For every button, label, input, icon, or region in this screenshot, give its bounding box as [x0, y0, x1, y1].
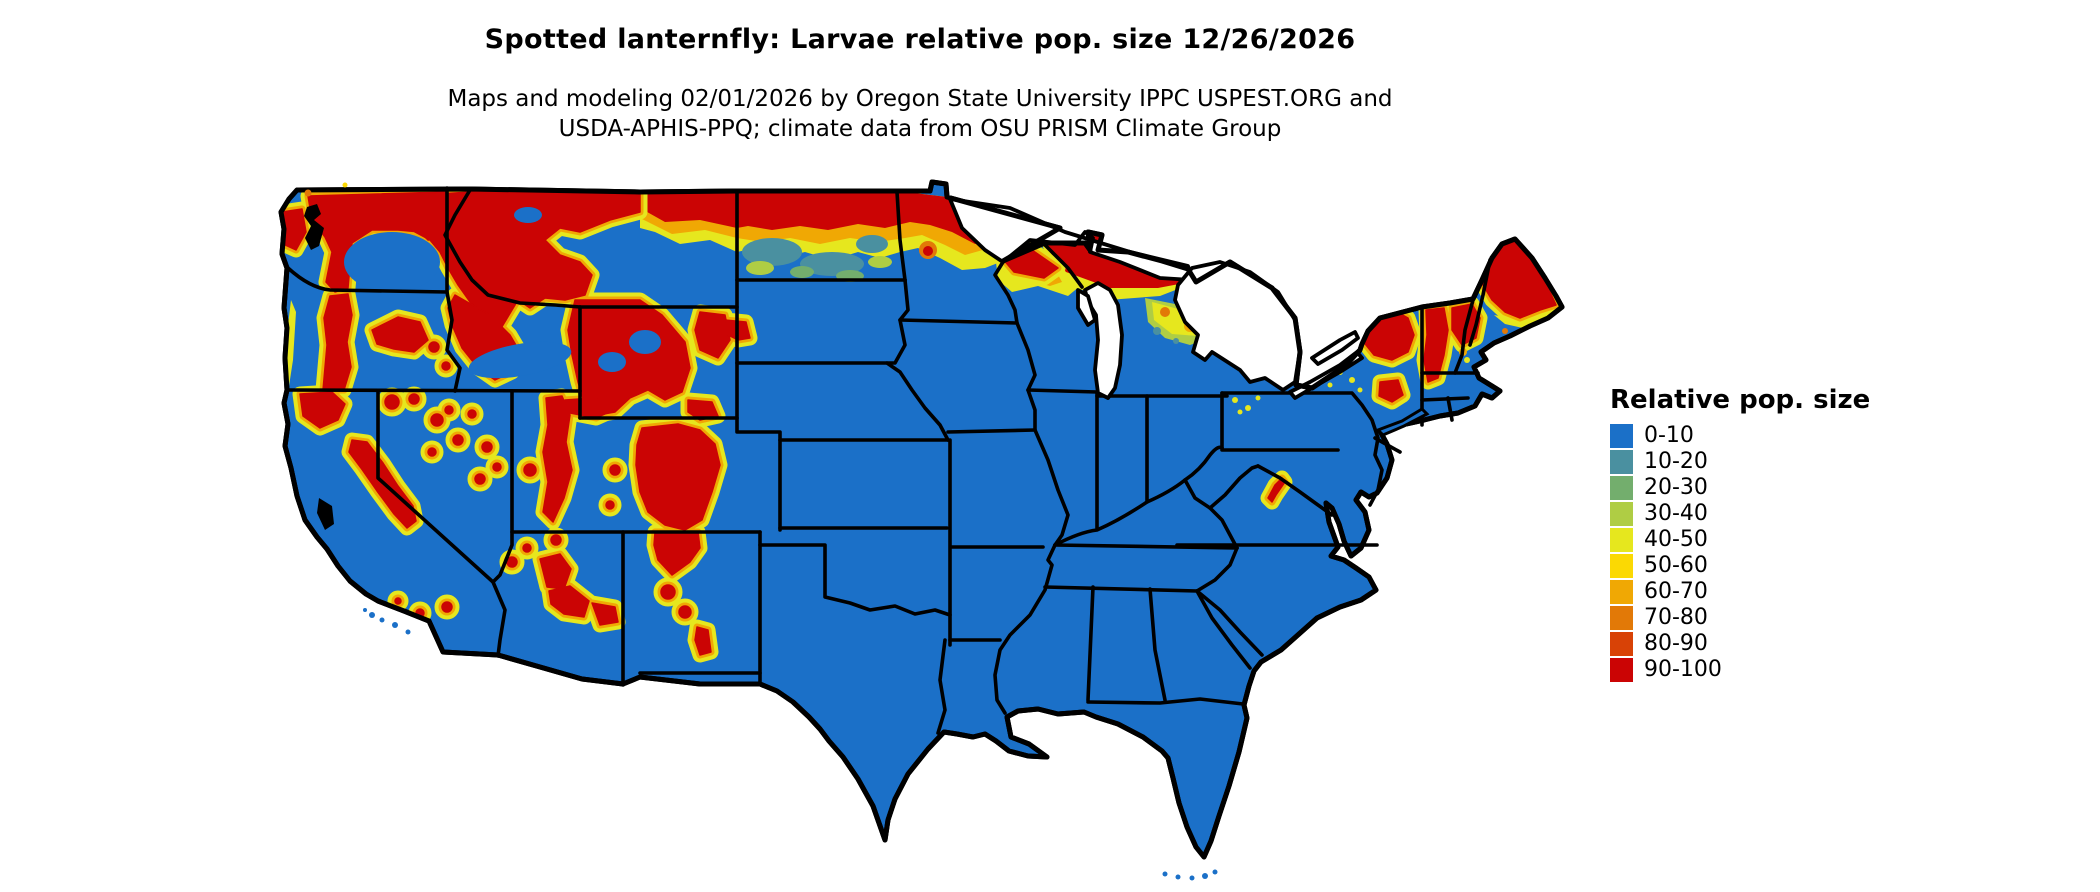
- legend-row: 90-100: [1610, 657, 1870, 683]
- page-title: Spotted lanternfly: Larvae relative pop.…: [484, 24, 1356, 55]
- legend-row: 20-30: [1610, 475, 1870, 501]
- legend-row: 0-10: [1610, 423, 1870, 449]
- legend-row: 10-20: [1610, 449, 1870, 475]
- lake-ontario: [1310, 330, 1360, 366]
- legend-label: 10-20: [1644, 449, 1708, 474]
- legend-label: 40-50: [1644, 527, 1708, 552]
- legend-label: 80-90: [1644, 631, 1708, 656]
- legend-label: 20-30: [1644, 475, 1708, 500]
- san-francisco-bay: [317, 498, 334, 530]
- legend-swatch-30-40: [1610, 502, 1633, 526]
- state-borders: [285, 186, 1492, 735]
- legend-row: 40-50: [1610, 527, 1870, 553]
- legend-label: 50-60: [1644, 553, 1708, 578]
- basin-holes: [344, 207, 661, 379]
- green-bay: [1076, 288, 1097, 327]
- legend-swatch-10-20: [1610, 450, 1633, 474]
- legend-swatch-60-70: [1610, 580, 1633, 604]
- legend-swatch-0-10: [1610, 424, 1633, 448]
- coastal-inlets: [304, 204, 334, 530]
- map-legend: Relative pop. size 0-10 10-20 20-30 30-4…: [1610, 385, 1870, 683]
- legend-label: 60-70: [1644, 579, 1708, 604]
- legend-row: 60-70: [1610, 579, 1870, 605]
- legend-swatch-50-60: [1610, 554, 1633, 578]
- legend-row: 30-40: [1610, 501, 1870, 527]
- legend-swatch-90-100: [1610, 658, 1633, 682]
- subtitle-line-2: USDA-APHIS-PPQ; climate data from OSU PR…: [558, 116, 1282, 142]
- legend-label: 30-40: [1644, 501, 1708, 526]
- vancouver-island-speck: [304, 189, 312, 197]
- legend-swatch-80-90: [1610, 632, 1633, 656]
- legend-row: 70-80: [1610, 605, 1870, 631]
- raster-core-red: [281, 191, 1557, 656]
- legend-title: Relative pop. size: [1610, 385, 1871, 415]
- legend-row: 80-90: [1610, 631, 1870, 657]
- subtitle-line-1: Maps and modeling 02/01/2026 by Oregon S…: [447, 86, 1393, 112]
- legend-label: 0-10: [1644, 423, 1694, 448]
- long-island: [1375, 407, 1430, 437]
- legend-swatch-40-50: [1610, 528, 1633, 552]
- legend-row: 50-60: [1610, 553, 1870, 579]
- legend-swatch-70-80: [1610, 606, 1633, 630]
- puget-sound: [304, 204, 324, 250]
- islands: [304, 182, 1430, 881]
- legend-label: 90-100: [1644, 657, 1722, 682]
- legend-swatch-20-30: [1610, 476, 1633, 500]
- legend-label: 70-80: [1644, 605, 1708, 630]
